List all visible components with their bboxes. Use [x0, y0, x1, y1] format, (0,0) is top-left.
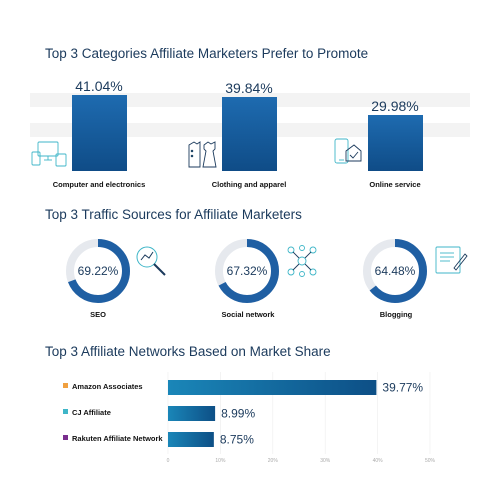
hbar-rakuten-affiliate-network	[168, 432, 214, 447]
networks-hbar-chart: 0 10% 20% 30% 40% 50% 39.77% 8.99% 8.75%	[167, 372, 436, 464]
donut-arc-seo	[66, 239, 130, 303]
legend-item-cj: CJ Affiliate	[63, 408, 111, 417]
x-tick-label: 20%	[268, 458, 279, 464]
hbar-value-label: 39.77%	[382, 381, 423, 395]
donut-category-label: Blogging	[379, 310, 413, 319]
hbar-amazon-associates	[168, 380, 377, 395]
hbar-cj-affiliate	[168, 406, 216, 421]
legend-item-rakuten: Rakuten Affiliate Network	[63, 434, 163, 443]
legend-item-amazon: Amazon Associates	[63, 382, 143, 391]
x-tick-label: 10%	[215, 458, 226, 464]
donut-category-label: Social network	[221, 310, 275, 319]
x-tick-label: 0	[167, 458, 170, 464]
x-tick-label: 30%	[320, 458, 331, 464]
legend-label: Rakuten Affiliate Network	[72, 434, 163, 443]
computer-devices-icon	[31, 141, 67, 167]
networks-chart-title: Top 3 Affiliate Networks Based on Market…	[45, 344, 331, 359]
bar-computer-electronics	[72, 95, 127, 171]
category-label: Clothing and apparel	[211, 180, 287, 189]
legend-swatch	[63, 409, 68, 414]
social-network-icon	[287, 245, 317, 277]
donut-value-label: 69.22%	[77, 264, 119, 278]
bar-clothing-apparel	[222, 97, 277, 171]
legend-label: CJ Affiliate	[72, 408, 111, 417]
donut-arc-blogging	[363, 239, 427, 303]
category-label: Online service	[369, 180, 421, 189]
donut-value-label: 67.32%	[226, 264, 268, 278]
bar-value-label: 39.84%	[225, 80, 273, 96]
donut-category-label: SEO	[90, 310, 106, 319]
online-service-icon	[334, 138, 362, 164]
hbar-value-label: 8.99%	[221, 407, 255, 421]
legend-label: Amazon Associates	[72, 382, 143, 391]
clothing-icon	[188, 141, 217, 168]
hbar-value-label: 8.75%	[220, 433, 254, 447]
blogging-icon	[435, 246, 468, 274]
x-tick-label: 50%	[425, 458, 436, 464]
donut-arc-social-network	[215, 239, 279, 303]
categories-chart-title: Top 3 Categories Affiliate Marketers Pre…	[45, 46, 369, 61]
legend-swatch	[63, 435, 68, 440]
bar-value-label: 29.98%	[371, 98, 419, 114]
traffic-chart-title: Top 3 Traffic Sources for Affiliate Mark…	[45, 207, 302, 222]
category-label: Computer and electronics	[52, 180, 146, 189]
bar-online-service	[368, 115, 423, 171]
donut-value-label: 64.48%	[374, 264, 416, 278]
traffic-donuts	[66, 239, 427, 303]
x-tick-label: 40%	[373, 458, 384, 464]
bar-value-label: 41.04%	[75, 78, 123, 94]
seo-magnifier-icon	[136, 246, 166, 276]
legend-swatch	[63, 383, 68, 388]
